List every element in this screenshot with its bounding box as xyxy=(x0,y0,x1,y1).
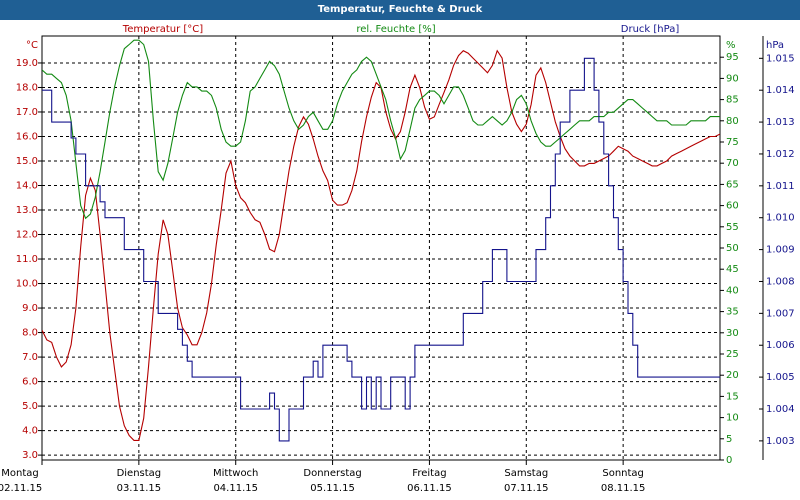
left-tick-label: 7.0 xyxy=(22,352,38,363)
series-line-middle xyxy=(42,39,720,220)
middle-tick-label: 45 xyxy=(726,264,739,275)
middle-tick-label: 75 xyxy=(726,137,739,148)
x-date-label: 07.11.15 xyxy=(504,483,549,494)
middle-tick-label: 90 xyxy=(726,73,739,84)
middle-tick-label: 80 xyxy=(726,116,739,127)
middle-tick-label: 65 xyxy=(726,179,739,190)
middle-tick-label: 30 xyxy=(726,328,739,339)
left-tick-label: 18.0 xyxy=(16,82,38,93)
left-tick-label: 4.0 xyxy=(22,426,38,437)
right-tick-label: 1.006 xyxy=(766,340,795,351)
left-tick-label: 11.0 xyxy=(16,254,38,265)
right-axis-unit: hPa xyxy=(766,40,784,51)
left-tick-label: 6.0 xyxy=(22,377,38,388)
left-tick-label: 15.0 xyxy=(16,156,38,167)
right-tick-label: 1.015 xyxy=(766,53,795,64)
middle-tick-label: 15 xyxy=(726,391,739,402)
middle-axis-unit: % xyxy=(726,40,736,51)
right-tick-label: 1.009 xyxy=(766,245,795,256)
x-date-label: 02.11.15 xyxy=(0,483,42,494)
x-day-label: Donnerstag xyxy=(303,468,361,479)
x-day-label: Samstag xyxy=(504,468,548,479)
middle-tick-label: 40 xyxy=(726,285,739,296)
right-tick-label: 1.003 xyxy=(766,436,795,447)
x-day-label: Dienstag xyxy=(117,468,162,479)
right-tick-label: 1.011 xyxy=(766,181,795,192)
x-day-label: Montag xyxy=(1,468,38,479)
right-tick-label: 1.013 xyxy=(766,117,795,128)
left-tick-label: 9.0 xyxy=(22,303,38,314)
left-tick-label: 10.0 xyxy=(16,279,38,290)
x-date-label: 06.11.15 xyxy=(407,483,452,494)
legend-left: Temperatur [°C] xyxy=(122,24,203,35)
middle-tick-label: 50 xyxy=(726,243,739,254)
window-title: Temperatur, Feuchte & Druck xyxy=(0,0,800,20)
x-day-label: Freitag xyxy=(412,468,446,479)
left-tick-label: 16.0 xyxy=(16,131,38,142)
middle-tick-label: 35 xyxy=(726,307,739,318)
left-tick-label: 3.0 xyxy=(22,450,38,461)
right-tick-label: 1.008 xyxy=(766,276,795,287)
left-tick-label: 19.0 xyxy=(16,58,38,69)
middle-tick-label: 60 xyxy=(726,201,739,212)
left-tick-label: 14.0 xyxy=(16,181,38,192)
series-line-right xyxy=(42,57,720,442)
middle-tick-label: 20 xyxy=(726,370,739,381)
left-tick-label: 5.0 xyxy=(22,401,38,412)
x-date-label: 08.11.15 xyxy=(601,483,646,494)
left-tick-label: 8.0 xyxy=(22,328,38,339)
middle-tick-label: 95 xyxy=(726,52,739,63)
legend-right: Druck [hPa] xyxy=(621,24,680,35)
middle-tick-label: 70 xyxy=(726,158,739,169)
middle-tick-label: 25 xyxy=(726,349,739,360)
right-tick-label: 1.005 xyxy=(766,372,795,383)
right-tick-label: 1.010 xyxy=(766,213,795,224)
middle-tick-label: 10 xyxy=(726,413,739,424)
middle-tick-label: 55 xyxy=(726,222,739,233)
x-date-label: 05.11.15 xyxy=(310,483,355,494)
left-tick-label: 17.0 xyxy=(16,107,38,118)
right-tick-label: 1.007 xyxy=(766,308,795,319)
middle-tick-label: 85 xyxy=(726,95,739,106)
x-date-label: 04.11.15 xyxy=(213,483,258,494)
x-day-label: Sonntag xyxy=(602,468,644,479)
right-tick-label: 1.012 xyxy=(766,149,795,160)
middle-tick-label: 0 xyxy=(726,455,732,466)
x-day-label: Mittwoch xyxy=(213,468,258,479)
left-tick-label: 12.0 xyxy=(16,230,38,241)
x-date-label: 03.11.15 xyxy=(117,483,162,494)
right-tick-label: 1.014 xyxy=(766,85,795,96)
legend-middle: rel. Feuchte [%] xyxy=(356,24,435,35)
left-axis-unit: °C xyxy=(26,40,38,51)
left-tick-label: 13.0 xyxy=(16,205,38,216)
middle-tick-label: 5 xyxy=(726,434,732,445)
right-tick-label: 1.004 xyxy=(766,404,795,415)
